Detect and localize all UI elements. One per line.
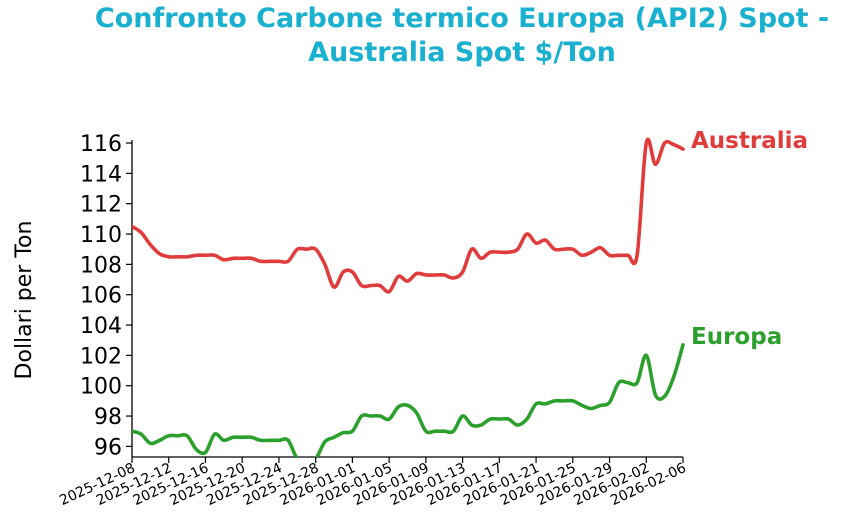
series-layer: Australia Europa [132,128,808,457]
chart-title-line-2: Australia Spot $/Ton [308,37,616,68]
y-tick-label: 112 [80,193,122,218]
axes: 96981001021041061081101121141162025-12-0… [57,132,689,509]
y-axis-label: Dollari per Ton [12,221,37,380]
y-tick-label: 108 [80,253,122,278]
y-tick-label: 110 [80,223,122,248]
series-line-europa [132,343,685,457]
series-label-australia: Australia [691,128,808,154]
y-tick-label: 100 [80,375,122,400]
series-label-europa: Europa [691,324,782,350]
y-tick-label: 114 [80,162,122,187]
y-tick-label: 102 [80,344,122,369]
y-tick-label: 116 [80,132,122,157]
y-tick-label: 98 [94,405,122,430]
y-tick-label: 106 [80,284,122,309]
y-tick-label: 104 [80,314,122,339]
chart-title-line-1: Confronto Carbone termico Europa (API2) … [95,3,829,34]
series-line-australia [132,137,685,294]
y-tick-label: 96 [94,435,122,460]
